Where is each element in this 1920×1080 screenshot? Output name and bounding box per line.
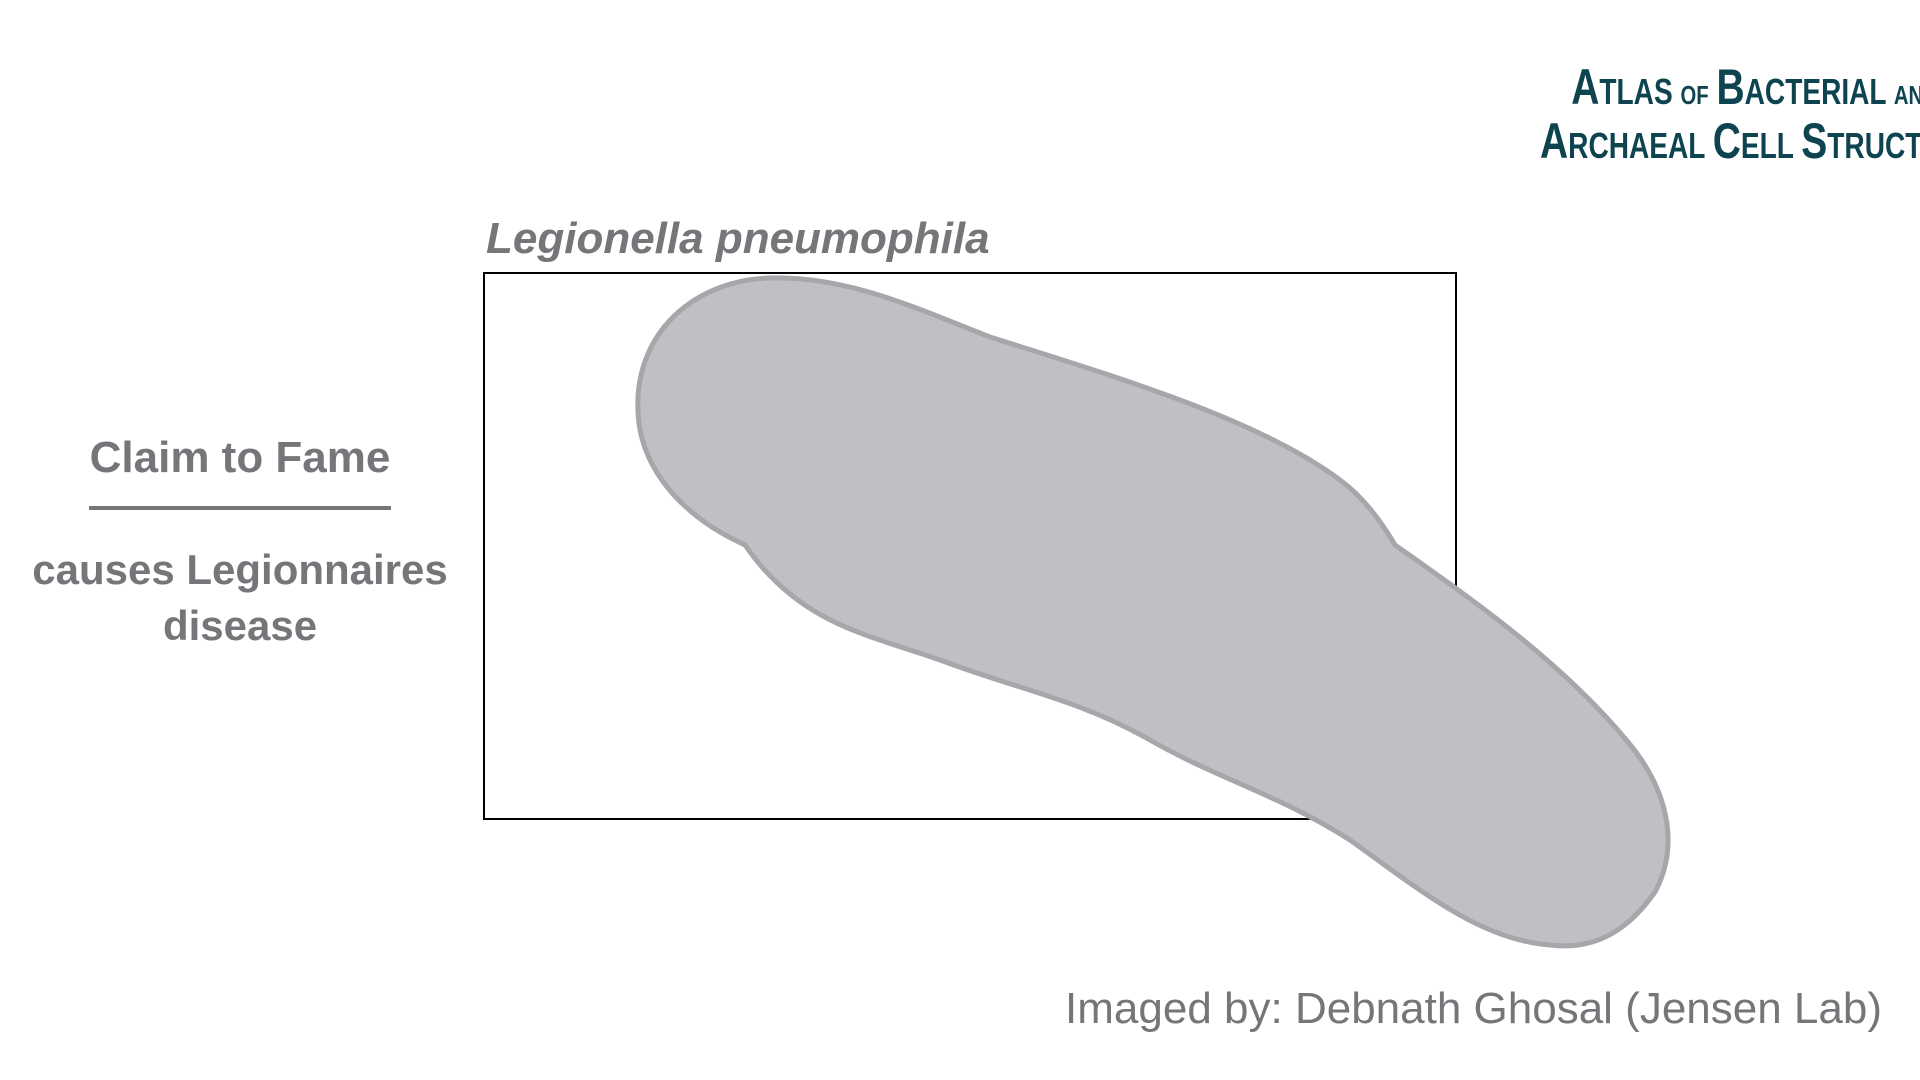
bacterium-cell-outline	[635, 275, 1671, 949]
logo-line-1: ATLAS OF BACTERIAL AND	[1571, 59, 1920, 115]
claim-description: causes Legionnaires disease	[20, 542, 460, 654]
claim-divider	[89, 506, 391, 510]
image-frame	[483, 272, 1457, 820]
image-credit: Imaged by: Debnath Ghosal (Jensen Lab)	[1065, 984, 1882, 1033]
claim-heading: Claim to Fame	[89, 433, 391, 482]
claim-to-fame: Claim to Fame causes Legionnaires diseas…	[20, 430, 460, 654]
claim-description-line-1: causes Legionnaires	[32, 546, 448, 593]
logo-line-2: ARCHAEAL CELL STRUCTURE	[1540, 113, 1920, 169]
species-title: Legionella pneumophila	[486, 214, 990, 263]
claim-description-line-2: disease	[162, 602, 318, 649]
atlas-logo: ATLAS OF BACTERIAL AND ARCHAEAL CELL STR…	[1540, 59, 1920, 169]
